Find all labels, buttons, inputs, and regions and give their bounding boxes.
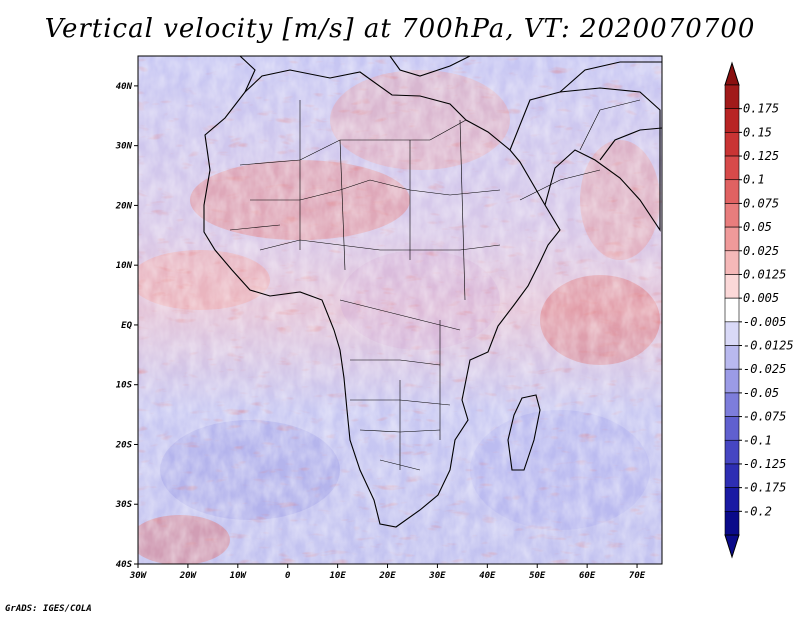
- lon-tick-label: 20W: [179, 571, 198, 581]
- colorbar-swatch: [724, 511, 740, 536]
- colorbar-top-arrow: [724, 61, 740, 86]
- colorbar-swatch: [724, 274, 740, 299]
- colorbar-label: 0.005: [743, 291, 779, 305]
- colorbar-swatch: [724, 203, 740, 228]
- lon-tick-label: 40E: [479, 571, 496, 581]
- colorbar-label: 0.1: [743, 173, 765, 187]
- colorbar-label: 0.0125: [743, 267, 786, 281]
- lon-tick-label: 0: [285, 571, 291, 581]
- lat-tick-label: 40N: [116, 82, 133, 92]
- lat-tick-label: 30N: [115, 142, 133, 152]
- colorbar-label: -0.075: [743, 410, 786, 424]
- colorbar-swatch: [724, 392, 740, 417]
- lat-tick-label: 30S: [115, 500, 133, 510]
- colorbar: 0.175 0.15 0.125 0.1 0.075 0.05 0.025 0.0125 0.0…: [724, 61, 794, 559]
- longitude-axis: 30W 20W 10W 0 10E 20E 30E 40E 50E 60E 70E: [129, 564, 646, 581]
- chart-title: Vertical velocity [m/s] at 700hPa, VT: 2…: [44, 14, 756, 44]
- colorbar-swatch: [724, 226, 740, 252]
- colorbar-label: 0.125: [743, 149, 779, 163]
- colorbar-swatch: [724, 368, 740, 394]
- colorbar-label: 0.15: [743, 125, 772, 139]
- colorbar-label: -0.0125: [743, 339, 794, 353]
- latitude-axis: 40N 30N 20N 10N EQ 10S 20S 30S 40S: [115, 82, 138, 570]
- colorbar-swatch: [724, 108, 740, 133]
- colorbar-label: 0.05: [743, 220, 772, 234]
- lon-tick-label: 30W: [129, 571, 148, 581]
- credit-label: GrADS: IGES/COLA: [5, 604, 92, 614]
- colorbar-label: -0.1: [743, 433, 772, 447]
- colorbar-label: -0.2: [743, 504, 772, 518]
- colorbar-swatch: [724, 321, 740, 346]
- plot-frame: [137, 55, 663, 565]
- velocity-field: [138, 56, 662, 564]
- lon-tick-label: 70E: [629, 571, 646, 581]
- colorbar-swatch: [724, 463, 740, 488]
- colorbar-label: -0.175: [743, 481, 786, 495]
- lon-tick-label: 60E: [579, 571, 596, 581]
- lat-tick-label: 40S: [116, 560, 133, 570]
- lat-tick-label: 20S: [115, 440, 133, 450]
- colorbar-label: -0.125: [743, 457, 786, 471]
- lon-tick-label: 20E: [378, 571, 396, 581]
- borders: [229, 99, 641, 471]
- colorbar-swatch: [724, 297, 740, 323]
- colorbar-swatch: [724, 487, 740, 512]
- colorbar-label: 0.025: [743, 244, 779, 258]
- colorbar-swatch: [724, 155, 740, 181]
- colorbar-swatch: [724, 132, 740, 157]
- colorbar-bottom-arrow: [724, 534, 740, 559]
- lon-tick-label: 50E: [529, 571, 546, 581]
- lon-tick-label: 10W: [230, 571, 248, 581]
- colorbar-swatch: [724, 345, 740, 370]
- colorbar-swatch: [724, 416, 740, 441]
- colorbar-label: 0.175: [743, 102, 779, 116]
- colorbar-label: 0.075: [743, 196, 779, 210]
- colorbar-label: -0.05: [743, 386, 779, 400]
- lat-tick-label: 10N: [116, 261, 133, 271]
- colorbar-swatch: [724, 439, 740, 465]
- colorbar-swatch: [724, 179, 740, 204]
- lon-tick-label: 10E: [329, 571, 346, 581]
- lat-tick-label: 10S: [116, 381, 133, 391]
- colorbar-swatch: [724, 250, 740, 275]
- coastlines: [203, 56, 662, 528]
- colorbar-swatch: [724, 84, 740, 109]
- lon-tick-label: 30E: [428, 571, 446, 581]
- colorbar-label: -0.025: [743, 362, 786, 376]
- lat-tick-label: 20N: [115, 201, 133, 211]
- lat-tick-label: EQ: [121, 321, 132, 331]
- colorbar-label: -0.005: [743, 315, 786, 329]
